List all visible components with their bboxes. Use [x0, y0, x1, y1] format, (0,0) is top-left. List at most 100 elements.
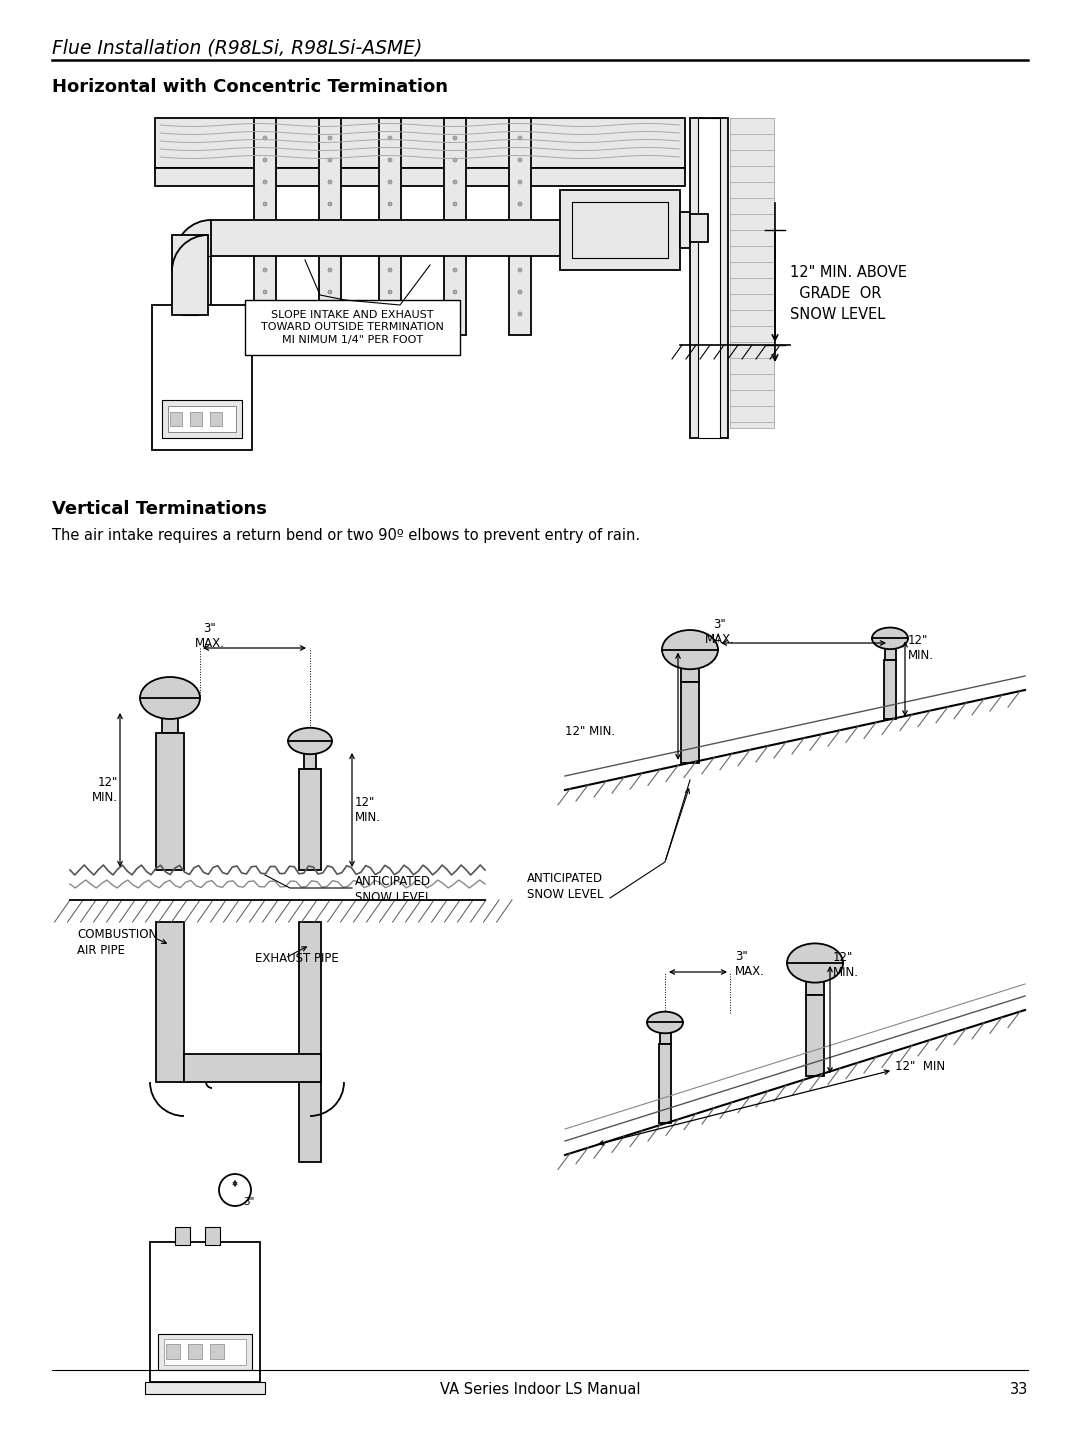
Ellipse shape — [453, 203, 457, 205]
Ellipse shape — [453, 290, 457, 295]
Bar — [806, 994, 824, 1076]
Ellipse shape — [219, 1174, 251, 1206]
Ellipse shape — [140, 677, 200, 718]
Bar — [156, 733, 184, 869]
Ellipse shape — [518, 224, 522, 228]
Polygon shape — [175, 220, 211, 256]
Bar — [175, 256, 211, 376]
Text: 12" MIN.: 12" MIN. — [565, 726, 616, 739]
Ellipse shape — [388, 290, 392, 295]
Bar — [885, 661, 896, 720]
Bar — [210, 1344, 224, 1359]
Text: 3"
MAX.: 3" MAX. — [735, 950, 765, 979]
Ellipse shape — [328, 290, 332, 295]
Bar — [254, 118, 276, 335]
Ellipse shape — [388, 267, 392, 272]
Bar — [690, 214, 708, 241]
Bar — [572, 203, 669, 259]
Bar — [156, 923, 184, 1082]
Text: Flue Installation (R98LSi, R98LSi-ASME): Flue Installation (R98LSi, R98LSi-ASME) — [52, 39, 422, 57]
Ellipse shape — [328, 246, 332, 250]
Ellipse shape — [264, 224, 267, 228]
Ellipse shape — [264, 158, 267, 162]
Bar — [164, 1339, 246, 1365]
Ellipse shape — [328, 137, 332, 139]
Text: Horizontal with Concentric Termination: Horizontal with Concentric Termination — [52, 78, 448, 96]
Bar — [245, 300, 460, 355]
Ellipse shape — [518, 137, 522, 139]
Bar — [690, 118, 728, 438]
Ellipse shape — [518, 267, 522, 272]
Bar — [205, 1227, 220, 1244]
Bar — [885, 638, 895, 661]
Ellipse shape — [328, 158, 332, 162]
Text: ANTICIPATED
SNOW LEVEL: ANTICIPATED SNOW LEVEL — [355, 875, 432, 904]
Bar — [299, 769, 321, 869]
Ellipse shape — [518, 180, 522, 184]
Ellipse shape — [288, 727, 332, 754]
Bar — [183, 305, 198, 315]
Text: Vertical Terminations: Vertical Terminations — [52, 500, 267, 517]
Bar — [681, 681, 699, 763]
Bar — [168, 407, 237, 433]
Bar — [166, 1344, 180, 1359]
Text: 12"  MIN: 12" MIN — [895, 1061, 945, 1073]
Bar — [162, 698, 178, 733]
Text: 3"
MAX.: 3" MAX. — [705, 618, 734, 647]
Bar — [806, 963, 824, 994]
Bar — [444, 118, 465, 335]
Ellipse shape — [264, 290, 267, 295]
Ellipse shape — [388, 158, 392, 162]
Bar — [175, 1227, 190, 1244]
Bar — [660, 1023, 671, 1045]
Text: 12" MIN. ABOVE
  GRADE  OR
SNOW LEVEL: 12" MIN. ABOVE GRADE OR SNOW LEVEL — [789, 264, 907, 322]
Ellipse shape — [518, 290, 522, 295]
Ellipse shape — [328, 224, 332, 228]
Text: 12"
MIN.: 12" MIN. — [355, 796, 381, 823]
Bar — [158, 1334, 252, 1369]
Bar — [509, 118, 531, 335]
Ellipse shape — [872, 628, 908, 650]
Ellipse shape — [518, 203, 522, 205]
Text: 3"
MAX.: 3" MAX. — [195, 622, 225, 650]
Ellipse shape — [328, 267, 332, 272]
Text: SLOPE INTAKE AND EXHAUST
TOWARD OUTSIDE TERMINATION
MI NIMUM 1/4" PER FOOT: SLOPE INTAKE AND EXHAUST TOWARD OUTSIDE … — [261, 310, 444, 345]
Ellipse shape — [647, 1012, 683, 1033]
Ellipse shape — [328, 203, 332, 205]
Ellipse shape — [388, 224, 392, 228]
Ellipse shape — [388, 312, 392, 316]
Text: COMBUSTION
AIR PIPE: COMBUSTION AIR PIPE — [77, 928, 158, 957]
Ellipse shape — [453, 224, 457, 228]
Bar — [698, 118, 720, 438]
Ellipse shape — [264, 180, 267, 184]
Bar — [170, 412, 183, 425]
Ellipse shape — [264, 267, 267, 272]
Ellipse shape — [264, 246, 267, 250]
Text: 12"
MIN.: 12" MIN. — [92, 776, 118, 803]
Ellipse shape — [328, 312, 332, 316]
Ellipse shape — [264, 203, 267, 205]
Bar — [319, 118, 341, 335]
Ellipse shape — [662, 629, 718, 670]
Ellipse shape — [518, 312, 522, 316]
Ellipse shape — [453, 312, 457, 316]
Ellipse shape — [328, 180, 332, 184]
Ellipse shape — [518, 246, 522, 250]
Bar — [145, 1382, 265, 1394]
Bar — [211, 220, 570, 256]
Text: The air intake requires a return bend or two 90º elbows to prevent entry of rain: The air intake requires a return bend or… — [52, 527, 640, 543]
Bar — [680, 213, 708, 249]
Ellipse shape — [388, 137, 392, 139]
Ellipse shape — [453, 246, 457, 250]
Ellipse shape — [453, 158, 457, 162]
Ellipse shape — [453, 137, 457, 139]
Text: EXHAUST PIPE: EXHAUST PIPE — [255, 951, 339, 966]
Bar — [184, 1053, 321, 1082]
Bar — [188, 1344, 202, 1359]
Bar — [210, 412, 222, 425]
Text: ANTICIPATED
SNOW LEVEL: ANTICIPATED SNOW LEVEL — [527, 872, 604, 901]
Ellipse shape — [264, 137, 267, 139]
Bar — [299, 923, 321, 1163]
Bar — [659, 1045, 671, 1124]
Ellipse shape — [787, 944, 843, 983]
